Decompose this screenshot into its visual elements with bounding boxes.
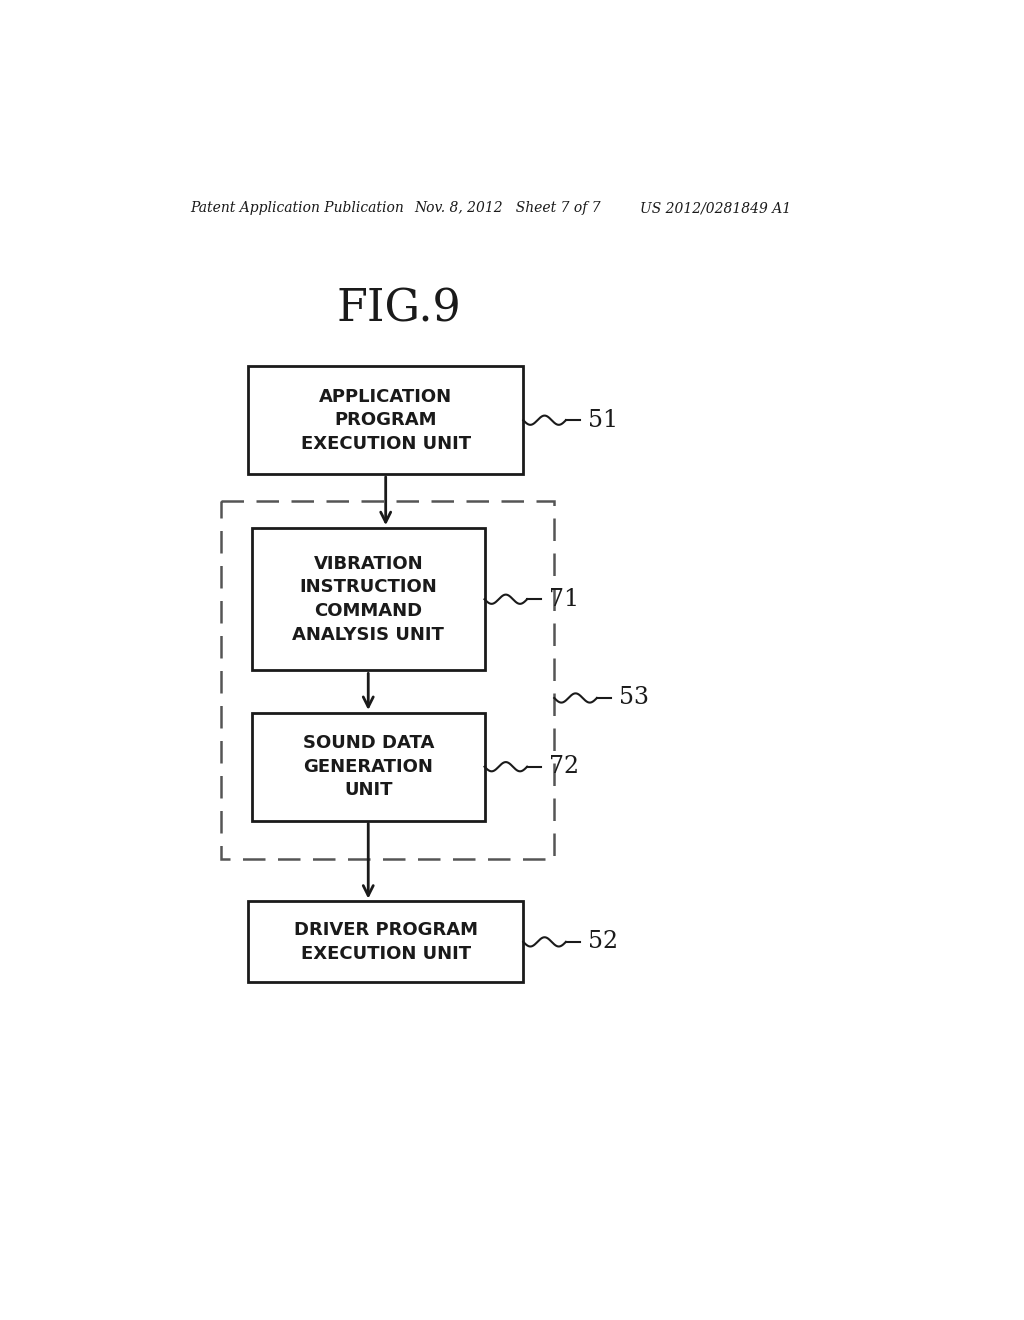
Text: FIG.9: FIG.9 [337, 286, 462, 330]
Text: 72: 72 [549, 755, 579, 779]
Text: 71: 71 [549, 587, 579, 611]
Bar [248, 367, 523, 474]
Text: Nov. 8, 2012   Sheet 7 of 7: Nov. 8, 2012 Sheet 7 of 7 [415, 202, 601, 215]
Bar [252, 713, 484, 821]
Text: VIBRATION
INSTRUCTION
COMMAND
ANALYSIS UNIT: VIBRATION INSTRUCTION COMMAND ANALYSIS U… [292, 554, 444, 644]
Text: Patent Application Publication: Patent Application Publication [190, 202, 403, 215]
Bar [248, 902, 523, 982]
Bar [252, 528, 484, 671]
Text: 52: 52 [588, 931, 617, 953]
Text: DRIVER PROGRAM
EXECUTION UNIT: DRIVER PROGRAM EXECUTION UNIT [294, 921, 477, 962]
Text: APPLICATION
PROGRAM
EXECUTION UNIT: APPLICATION PROGRAM EXECUTION UNIT [301, 388, 471, 453]
Text: 51: 51 [588, 409, 617, 432]
Bar [221, 502, 554, 859]
Text: US 2012/0281849 A1: US 2012/0281849 A1 [640, 202, 791, 215]
Text: 53: 53 [618, 686, 648, 709]
Text: SOUND DATA
GENERATION
UNIT: SOUND DATA GENERATION UNIT [302, 734, 434, 800]
